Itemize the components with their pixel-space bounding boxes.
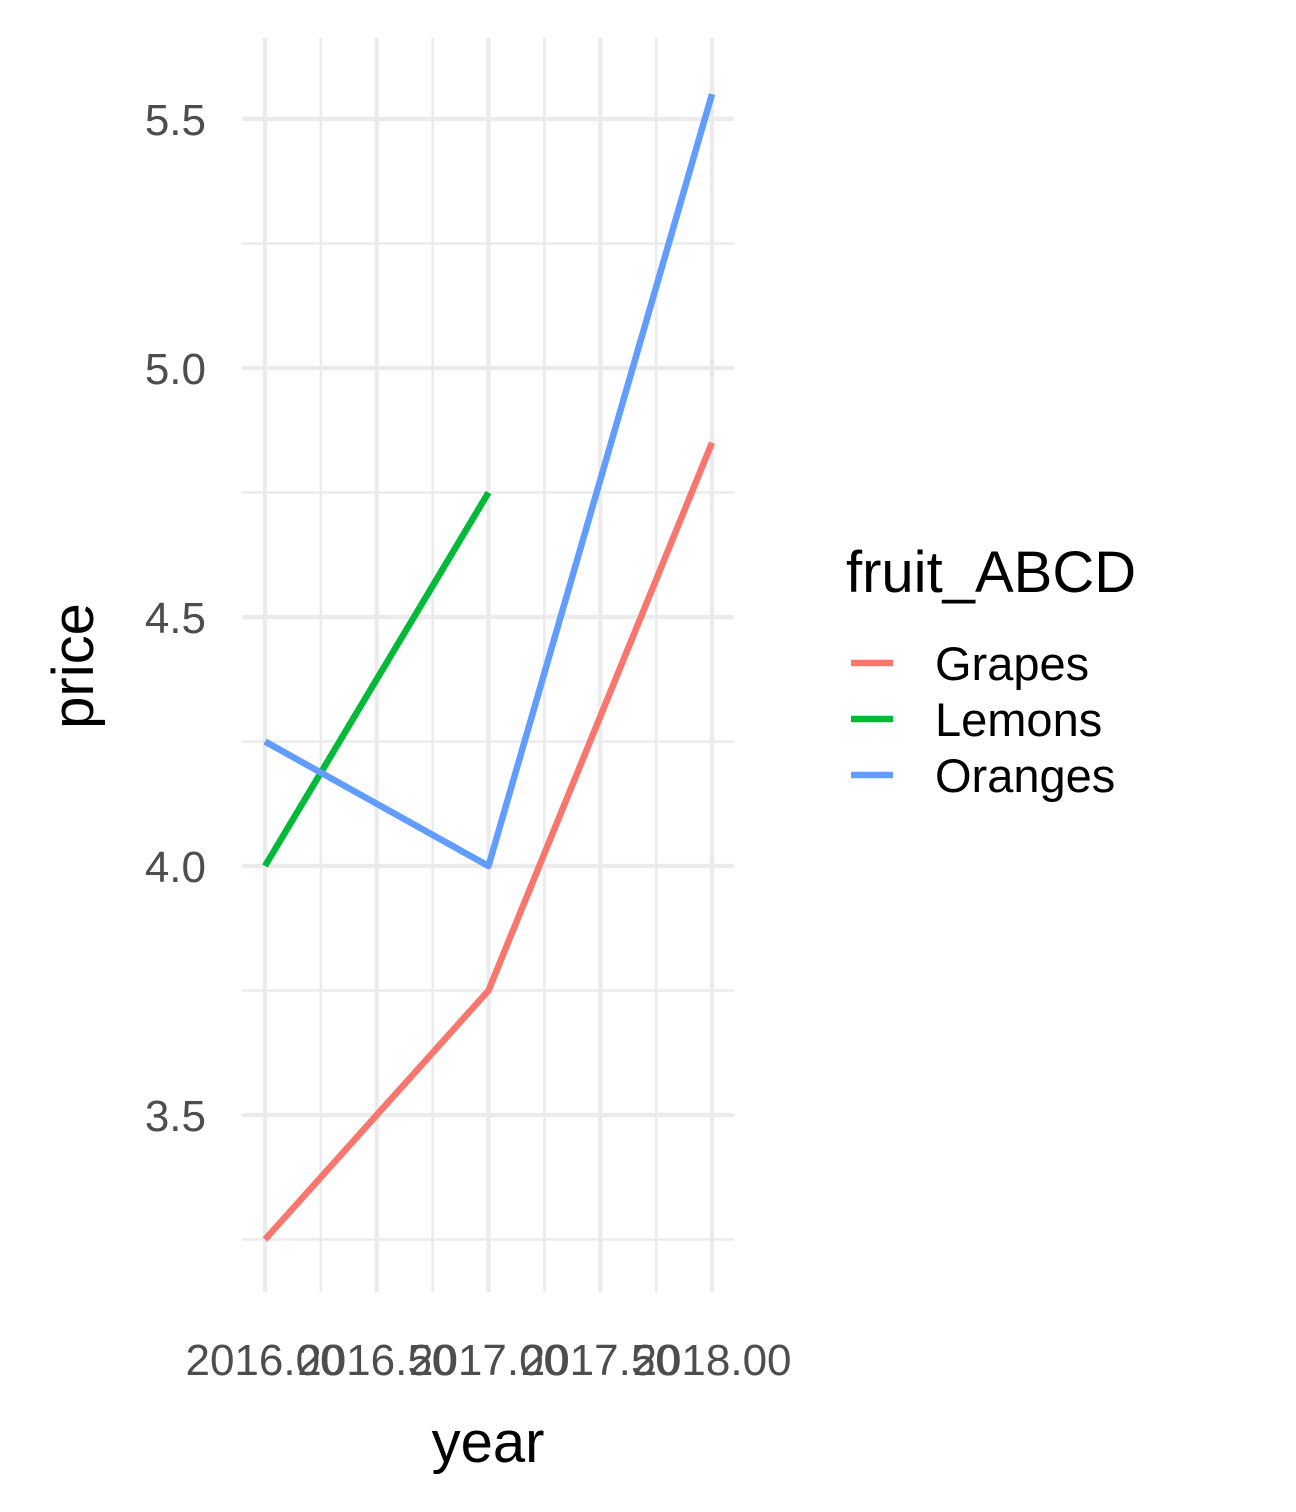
legend-label-lemons: Lemons: [935, 693, 1102, 746]
legend-title: fruit_ABCD: [846, 540, 1136, 605]
gridlines-x: [262, 38, 715, 1292]
series-line-grapes: [262, 441, 716, 1242]
y-axis-title: price: [41, 603, 106, 729]
y-tick-label: 4.0: [145, 843, 206, 892]
series-line-oranges: [263, 93, 716, 870]
x-axis-title: year: [432, 1410, 545, 1475]
y-tick-label: 5.5: [145, 96, 206, 145]
legend-label-grapes: Grapes: [935, 637, 1089, 690]
y-tick-label: 5.0: [145, 345, 206, 394]
legend-label-oranges: Oranges: [935, 749, 1115, 802]
x-tick-label: 2018.00: [632, 1336, 791, 1385]
y-tick-label: 3.5: [145, 1092, 206, 1141]
x-tick-label: 2017.00: [409, 1336, 568, 1385]
series-layer: [262, 93, 716, 1242]
series-line-lemons: [262, 490, 492, 868]
y-axis-tick-labels: 3.5 4.0 4.5 5.0 5.5: [145, 96, 206, 1141]
y-tick-label: 4.5: [145, 594, 206, 643]
x-tick-label: 2017.50: [521, 1336, 680, 1385]
x-tick-label: 2016.00: [185, 1336, 344, 1385]
x-tick-label: 2016.50: [297, 1336, 456, 1385]
